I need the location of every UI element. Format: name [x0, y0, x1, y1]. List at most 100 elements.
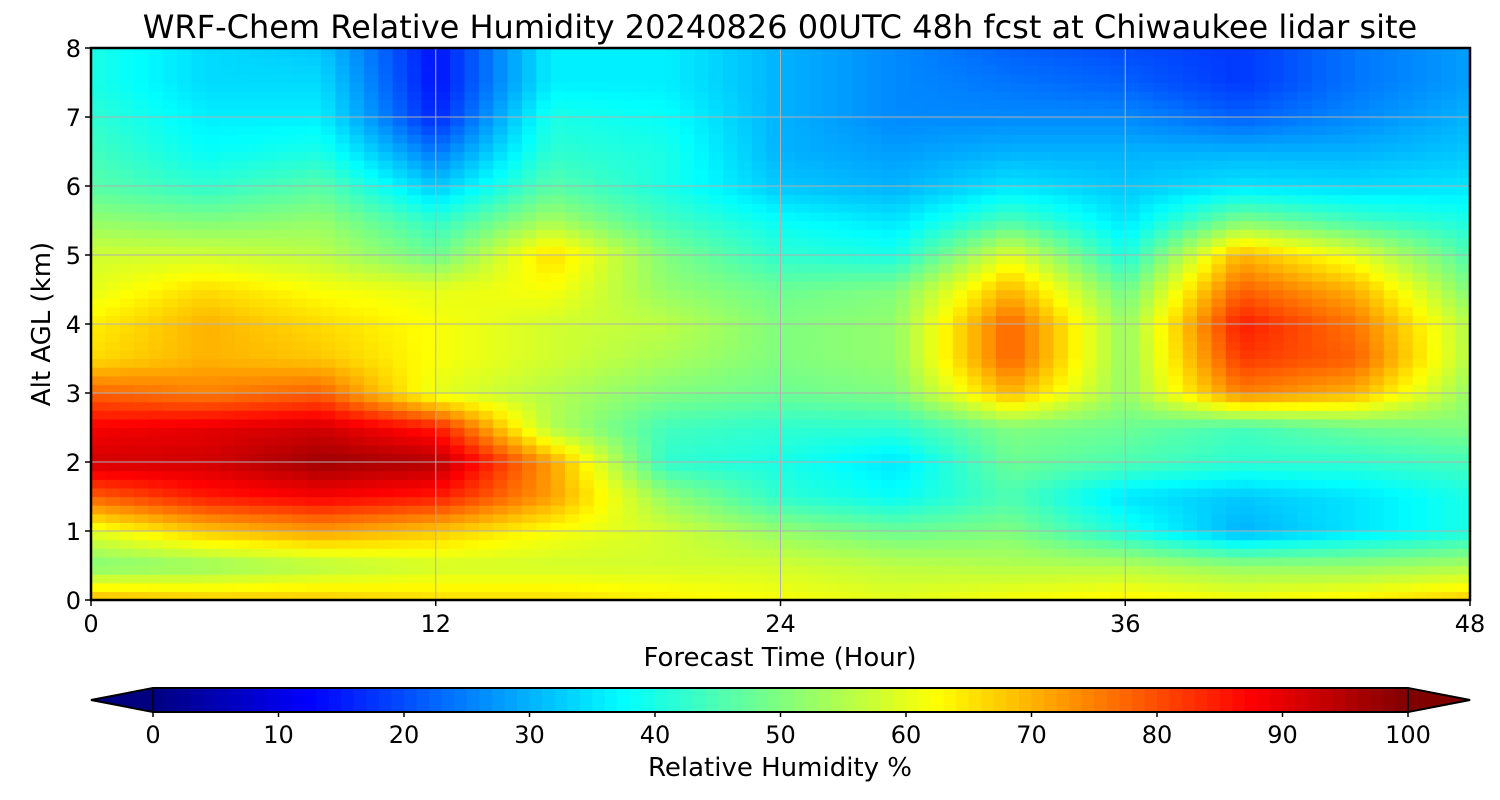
- humidity-cell: [507, 211, 523, 222]
- humidity-cell: [1139, 246, 1155, 256]
- humidity-cell: [694, 168, 710, 178]
- humidity-cell: [91, 142, 106, 153]
- humidity-cell: [1139, 470, 1155, 480]
- humidity-cell: [665, 255, 681, 265]
- humidity-cell: [234, 229, 250, 239]
- humidity-cell: [794, 211, 810, 222]
- humidity-cell: [249, 556, 264, 567]
- humidity-cell: [263, 410, 279, 420]
- humidity-cell: [651, 349, 667, 360]
- humidity-cell: [766, 565, 782, 575]
- humidity-cell: [1398, 280, 1414, 291]
- humidity-cell: [794, 384, 810, 394]
- humidity-cell: [177, 444, 193, 454]
- humidity-cell: [995, 272, 1011, 282]
- humidity-cell: [1082, 168, 1098, 178]
- humidity-cell: [881, 496, 897, 506]
- humidity-cell: [780, 289, 796, 299]
- humidity-cell: [119, 470, 135, 480]
- humidity-cell: [148, 203, 164, 213]
- humidity-cell: [220, 160, 236, 170]
- humidity-cell: [1139, 237, 1155, 247]
- humidity-cell: [1297, 298, 1313, 308]
- humidity-cell: [1369, 539, 1385, 549]
- humidity-cell: [679, 384, 695, 394]
- humidity-cell: [191, 237, 207, 247]
- humidity-cell: [1225, 453, 1241, 463]
- humidity-cell: [737, 367, 753, 377]
- humidity-cell: [924, 203, 940, 213]
- humidity-cell: [493, 289, 509, 299]
- humidity-cell: [1340, 479, 1356, 489]
- humidity-cell: [478, 229, 494, 239]
- humidity-cell: [220, 548, 236, 558]
- humidity-cell: [1082, 263, 1098, 273]
- humidity-cell: [780, 470, 796, 480]
- humidity-cell: [1024, 436, 1040, 446]
- humidity-cell: [608, 453, 624, 463]
- humidity-cell: [579, 496, 595, 506]
- humidity-cell: [536, 349, 552, 360]
- humidity-cell: [306, 229, 322, 239]
- humidity-cell: [392, 237, 408, 247]
- humidity-cell: [1211, 237, 1227, 247]
- humidity-cell: [134, 272, 150, 282]
- humidity-cell: [665, 556, 681, 567]
- humidity-cell: [234, 306, 250, 316]
- humidity-cell: [794, 539, 810, 549]
- humidity-cell: [1426, 462, 1442, 472]
- humidity-cell: [1254, 203, 1270, 213]
- humidity-cell: [1455, 298, 1470, 308]
- humidity-cell: [162, 358, 178, 368]
- humidity-cell: [464, 298, 480, 308]
- humidity-cell: [794, 462, 810, 472]
- humidity-cell: [809, 306, 825, 316]
- humidity-cell: [636, 410, 652, 420]
- humidity-cell: [737, 565, 753, 575]
- humidity-cell: [837, 401, 853, 411]
- humidity-cell: [651, 505, 667, 515]
- humidity-cell: [665, 177, 681, 187]
- chart-title: WRF-Chem Relative Humidity 20240826 00UT…: [142, 8, 1418, 46]
- humidity-cell: [1153, 168, 1169, 178]
- humidity-cell: [708, 229, 724, 239]
- humidity-cell: [1125, 539, 1141, 549]
- humidity-cell: [1110, 194, 1126, 204]
- humidity-cell: [1096, 470, 1112, 480]
- humidity-cell: [665, 565, 681, 575]
- humidity-cell: [1139, 324, 1155, 334]
- humidity-cell: [636, 531, 652, 541]
- humidity-cell: [1283, 505, 1299, 515]
- humidity-cell: [938, 470, 954, 480]
- humidity-cell: [1297, 255, 1313, 265]
- humidity-cell: [1197, 298, 1213, 308]
- humidity-cell: [952, 229, 968, 239]
- humidity-cell: [162, 487, 178, 498]
- humidity-cell: [1082, 194, 1098, 204]
- humidity-cell: [177, 263, 193, 273]
- humidity-cell: [1211, 531, 1227, 541]
- humidity-cell: [1398, 505, 1414, 515]
- humidity-cell: [363, 410, 379, 420]
- humidity-cell: [593, 548, 609, 558]
- humidity-cell: [550, 470, 566, 480]
- humidity-cell: [1139, 203, 1155, 213]
- humidity-cell: [521, 574, 537, 584]
- humidity-cell: [521, 487, 537, 498]
- humidity-cell: [306, 367, 322, 377]
- humidity-cell: [608, 496, 624, 506]
- humidity-cell: [1139, 306, 1155, 316]
- humidity-cell: [263, 548, 279, 558]
- humidity-cell: [91, 298, 106, 308]
- humidity-cell: [1326, 315, 1342, 325]
- humidity-cell: [292, 444, 308, 454]
- humidity-cell: [493, 358, 509, 368]
- humidity-cell: [421, 229, 437, 239]
- humidity-cell: [751, 470, 767, 480]
- humidity-cell: [1283, 496, 1299, 506]
- humidity-cell: [1455, 436, 1470, 446]
- humidity-cell: [1240, 582, 1256, 592]
- humidity-cell: [1125, 418, 1141, 429]
- humidity-cell: [1125, 289, 1141, 299]
- humidity-cell: [967, 375, 983, 385]
